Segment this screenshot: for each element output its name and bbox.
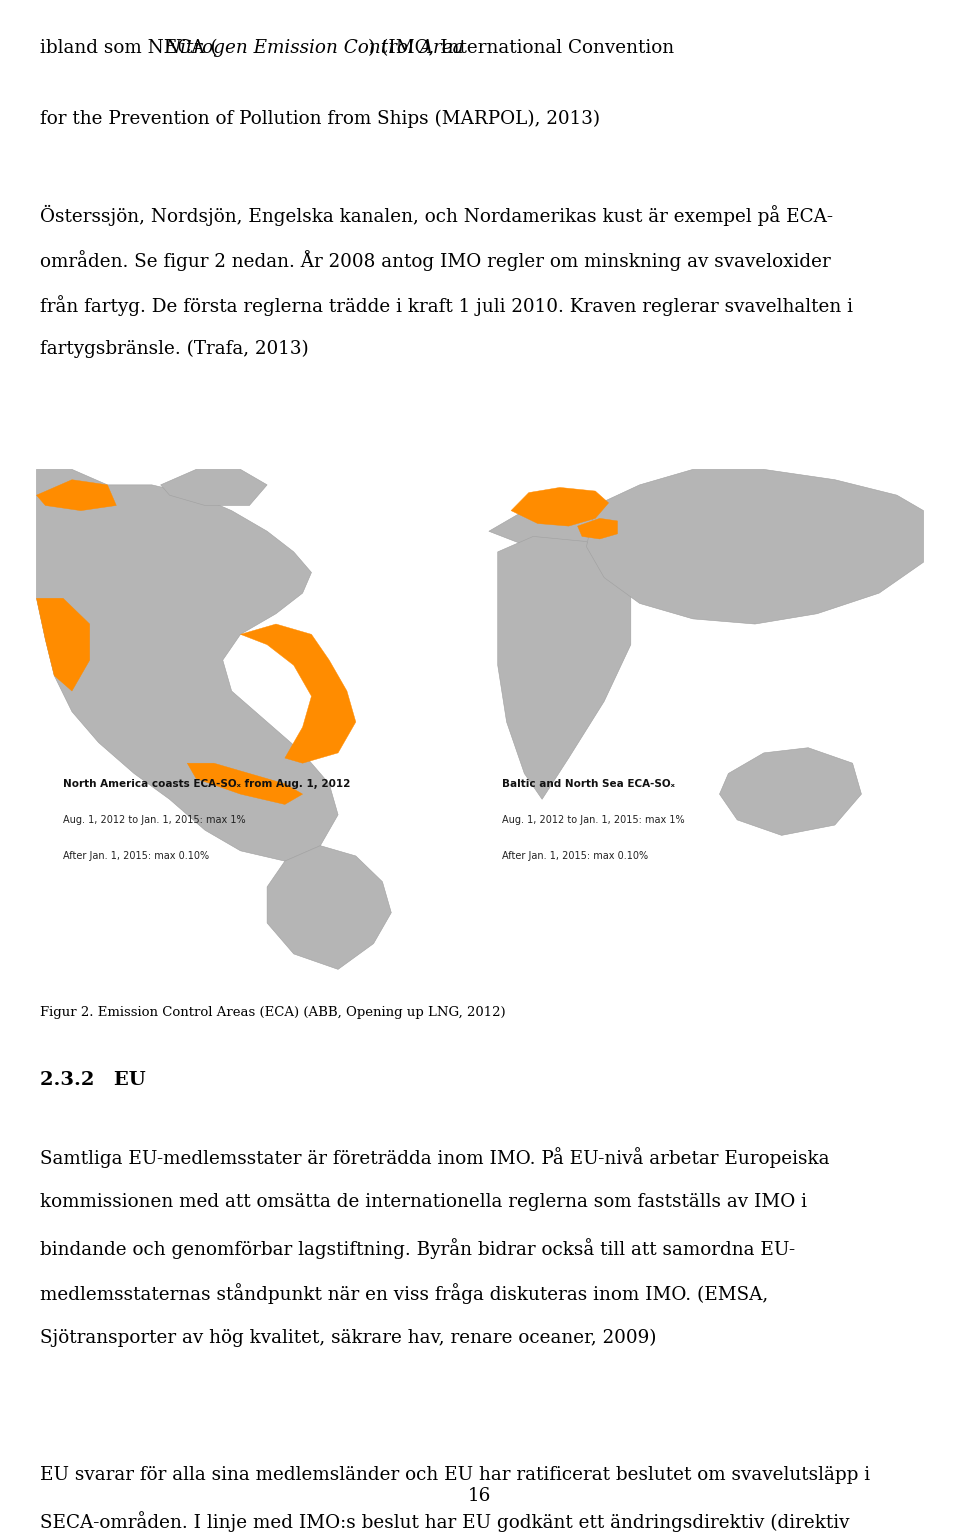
Text: for the Prevention of Pollution from Ships (MARPOL), 2013): for the Prevention of Pollution from Shi… xyxy=(40,109,600,127)
Polygon shape xyxy=(719,747,861,836)
Text: Aug. 1, 2012 to Jan. 1, 2015: max 1%: Aug. 1, 2012 to Jan. 1, 2015: max 1% xyxy=(63,815,246,825)
Text: ) (IMO, International Convention: ) (IMO, International Convention xyxy=(368,38,674,57)
Polygon shape xyxy=(36,598,89,690)
Polygon shape xyxy=(36,480,116,511)
Text: After Jan. 1, 2015: max 0.10%: After Jan. 1, 2015: max 0.10% xyxy=(502,851,648,861)
Text: bindande och genomförbar lagstiftning. Byrån bidrar också till att samordna EU-: bindande och genomförbar lagstiftning. B… xyxy=(40,1238,796,1259)
Polygon shape xyxy=(489,500,622,557)
Text: Figur 2. Emission Control Areas (ECA) (ABB, Opening up LNG, 2012): Figur 2. Emission Control Areas (ECA) (A… xyxy=(40,1006,506,1019)
Text: Österssjön, Nordsjön, Engelska kanalen, och Nordamerikas kust är exempel på ECA-: Österssjön, Nordsjön, Engelska kanalen, … xyxy=(40,204,833,225)
Text: North America coasts ECA-SOₓ from Aug. 1, 2012: North America coasts ECA-SOₓ from Aug. 1… xyxy=(63,779,350,788)
Polygon shape xyxy=(497,537,631,799)
Polygon shape xyxy=(267,845,392,969)
Text: SECA-områden. I linje med IMO:s beslut har EU godkänt ett ändringsdirektiv (dire: SECA-områden. I linje med IMO:s beslut h… xyxy=(40,1511,850,1532)
Text: Baltic and North Sea ECA-SOₓ: Baltic and North Sea ECA-SOₓ xyxy=(502,779,675,788)
Text: 2.3.2 EU: 2.3.2 EU xyxy=(40,1071,146,1089)
Text: After Jan. 1, 2015: max 0.10%: After Jan. 1, 2015: max 0.10% xyxy=(63,851,209,861)
Text: Samtliga EU-medlemsstater är företrädda inom IMO. På EU-nivå arbetar Europeiska: Samtliga EU-medlemsstater är företrädda … xyxy=(40,1147,829,1169)
Polygon shape xyxy=(578,518,617,538)
Text: Aug. 1, 2012 to Jan. 1, 2015: max 1%: Aug. 1, 2012 to Jan. 1, 2015: max 1% xyxy=(502,815,684,825)
Text: Nitrogen Emission Control Area: Nitrogen Emission Control Area xyxy=(164,38,464,57)
Polygon shape xyxy=(187,764,302,804)
Text: från fartyg. De första reglerna trädde i kraft 1 juli 2010. Kraven reglerar svav: från fartyg. De första reglerna trädde i… xyxy=(40,295,853,316)
Text: Sjötransporter av hög kvalitet, säkrare hav, renare oceaner, 2009): Sjötransporter av hög kvalitet, säkrare … xyxy=(40,1328,657,1347)
Text: EU svarar för alla sina medlemsländer och EU har ratificerat beslutet om svavelu: EU svarar för alla sina medlemsländer oc… xyxy=(40,1467,871,1483)
Polygon shape xyxy=(160,469,267,506)
Text: fartygsbränsle. (Trafa, 2013): fartygsbränsle. (Trafa, 2013) xyxy=(40,341,309,359)
Polygon shape xyxy=(241,624,356,764)
Polygon shape xyxy=(587,469,924,624)
Text: medlemsstaternas ståndpunkt när en viss fråga diskuteras inom IMO. (EMSA,: medlemsstaternas ståndpunkt när en viss … xyxy=(40,1282,769,1304)
Text: kommissionen med att omsätta de internationella reglerna som fastställs av IMO i: kommissionen med att omsätta de internat… xyxy=(40,1193,807,1210)
Polygon shape xyxy=(36,469,338,861)
Text: 16: 16 xyxy=(468,1486,492,1505)
Polygon shape xyxy=(511,488,609,526)
Text: områden. Se figur 2 nedan. År 2008 antog IMO regler om minskning av svaveloxider: områden. Se figur 2 nedan. År 2008 antog… xyxy=(40,250,831,270)
Text: ibland som NECA (: ibland som NECA ( xyxy=(40,38,218,57)
